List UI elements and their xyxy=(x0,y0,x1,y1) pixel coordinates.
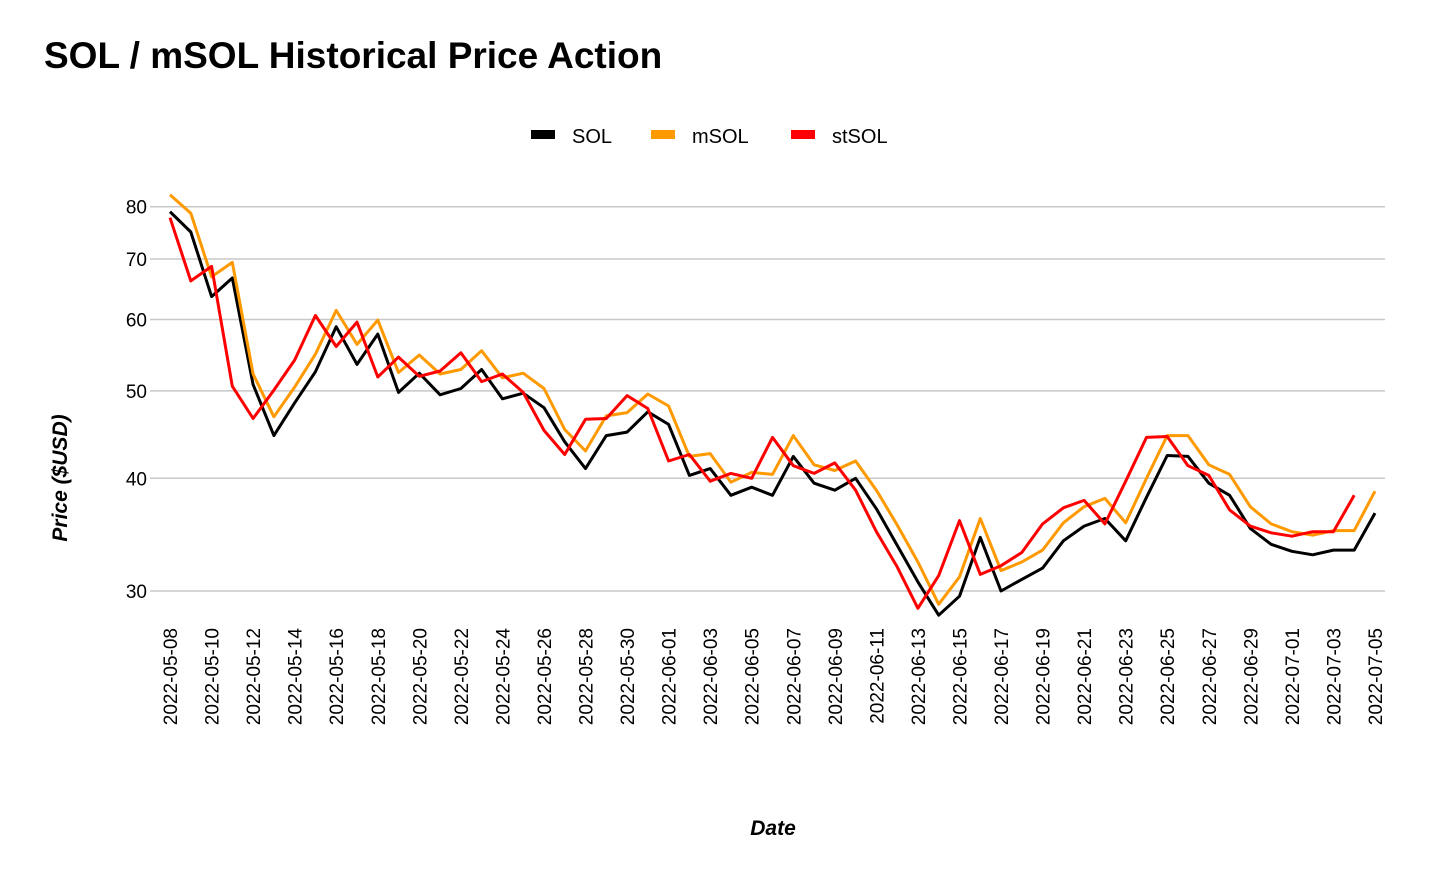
legend-label: stSOL xyxy=(832,126,888,148)
legend-item: stSOL xyxy=(791,126,888,148)
y-tick-label: 30 xyxy=(126,582,147,603)
legend-item: mSOL xyxy=(651,126,749,148)
x-tick-label: 2022-05-24 xyxy=(493,628,514,726)
x-tick-label: 2022-06-23 xyxy=(1117,628,1138,725)
x-tick-label: 2022-06-11 xyxy=(867,628,888,724)
x-tick-label: 2022-05-22 xyxy=(452,628,473,725)
legend-label: SOL xyxy=(572,126,612,148)
series-line xyxy=(168,217,1356,610)
chart-title: SOL / mSOL Historical Price Action xyxy=(44,35,662,76)
y-tick-label: 50 xyxy=(126,382,147,403)
x-tick-label: 2022-07-03 xyxy=(1324,628,1345,725)
x-tick-label: 2022-05-30 xyxy=(618,628,639,725)
x-tick-label: 2022-05-26 xyxy=(535,628,556,725)
x-tick-label: 2022-06-21 xyxy=(1075,628,1096,725)
x-tick-label: 2022-06-05 xyxy=(743,628,764,725)
x-tick-label: 2022-05-18 xyxy=(369,628,390,725)
x-tick-label: 2022-06-03 xyxy=(701,628,722,725)
y-tick-label: 60 xyxy=(126,310,147,331)
x-tick-label: 2022-06-01 xyxy=(660,628,681,725)
x-tick-label: 2022-05-08 xyxy=(161,628,182,725)
series-line xyxy=(168,210,1377,617)
x-tick-label: 2022-05-16 xyxy=(327,628,348,725)
legend-swatch xyxy=(531,130,555,139)
x-tick-label: 2022-07-01 xyxy=(1283,628,1304,725)
x-tick-label: 2022-05-14 xyxy=(286,628,307,726)
x-tick-label: 2022-06-19 xyxy=(1034,628,1055,725)
legend-label: mSOL xyxy=(692,126,749,148)
x-tick-label: 2022-06-27 xyxy=(1200,628,1221,725)
x-tick-label: 2022-05-20 xyxy=(410,628,431,725)
x-axis-label: Date xyxy=(750,817,796,840)
x-tick-label: 2022-06-29 xyxy=(1241,628,1262,725)
x-tick-label: 2022-06-17 xyxy=(992,628,1013,725)
y-tick-label: 40 xyxy=(126,469,147,490)
x-tick-label: 2022-05-28 xyxy=(577,628,598,725)
legend-swatch xyxy=(791,130,815,139)
x-tick-label: 2022-06-15 xyxy=(950,628,971,725)
legend-swatch xyxy=(651,130,675,139)
y-tick-label: 80 xyxy=(126,198,147,219)
legend-item: SOL xyxy=(531,126,612,148)
x-tick-label: 2022-06-09 xyxy=(826,628,847,725)
y-tick-label: 70 xyxy=(126,250,147,271)
x-tick-label: 2022-05-10 xyxy=(203,628,224,725)
y-axis-label: Price ($USD) xyxy=(49,414,72,541)
series-line xyxy=(169,193,1377,606)
x-tick-label: 2022-06-25 xyxy=(1158,628,1179,725)
x-tick-label: 2022-07-05 xyxy=(1366,628,1387,725)
x-tick-label: 2022-06-07 xyxy=(784,628,805,725)
x-tick-label: 2022-06-13 xyxy=(909,628,930,725)
x-tick-label: 2022-05-12 xyxy=(244,628,265,725)
